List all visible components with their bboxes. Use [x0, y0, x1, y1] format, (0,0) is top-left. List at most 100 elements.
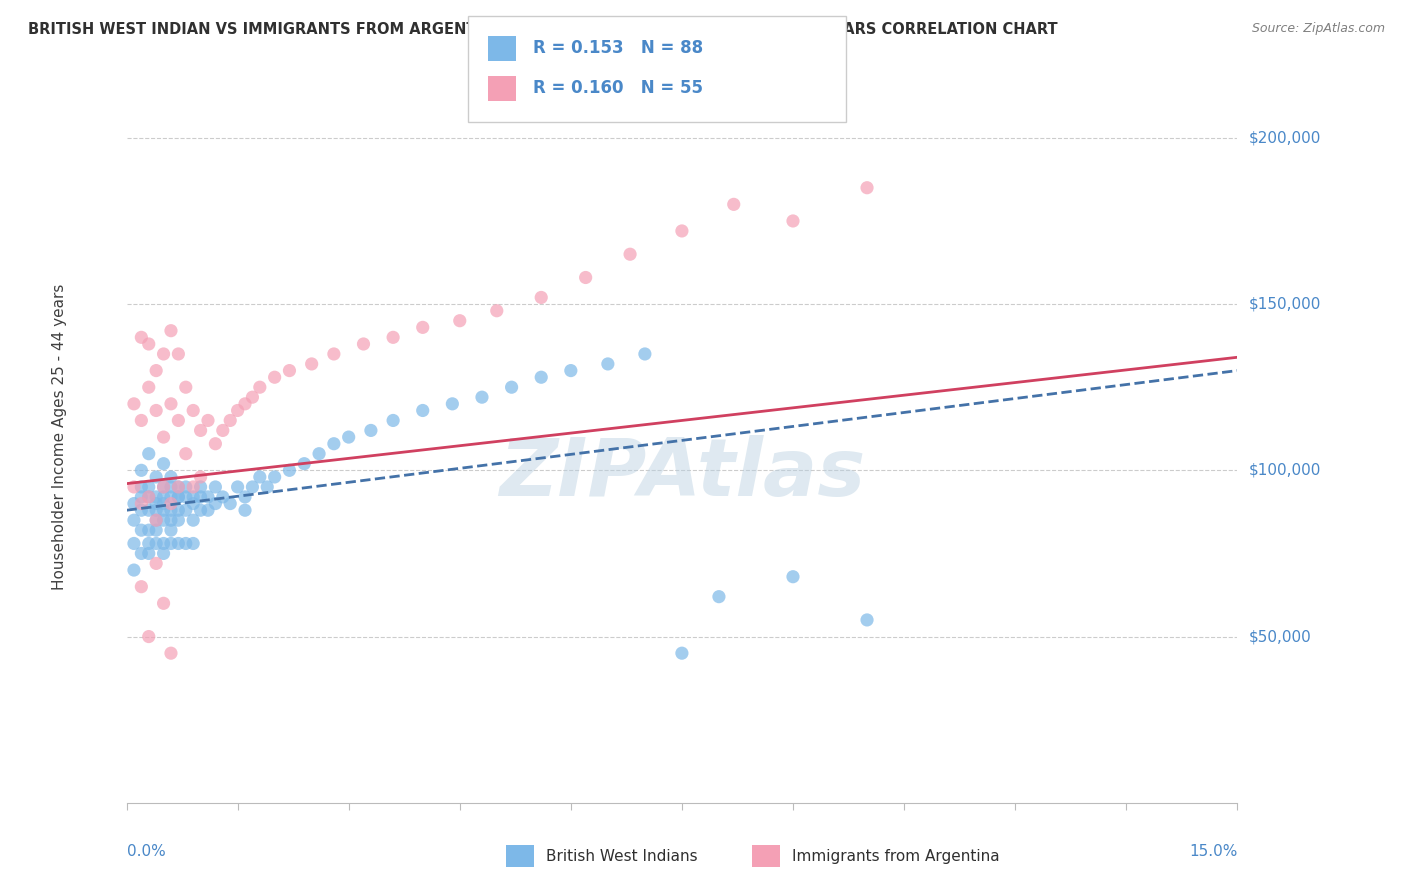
Point [145, 497, 167, 511]
Point [278, 363, 301, 377]
Point [322, 436, 344, 450]
Point [131, 497, 153, 511]
Point [530, 290, 553, 304]
Point [138, 523, 160, 537]
Point [219, 413, 242, 427]
Point [233, 503, 256, 517]
Point [122, 563, 145, 577]
Point [782, 214, 804, 228]
Point [131, 463, 153, 477]
Point [190, 480, 212, 494]
Point [233, 490, 256, 504]
Text: $150,000: $150,000 [1249, 297, 1320, 311]
Point [181, 497, 204, 511]
Text: R = 0.153   N = 88: R = 0.153 N = 88 [533, 39, 703, 57]
Point [360, 424, 382, 438]
Point [412, 320, 434, 334]
Point [382, 330, 405, 344]
Point [856, 180, 879, 194]
Point [174, 447, 197, 461]
Point [152, 347, 174, 361]
Point [249, 470, 271, 484]
Point [278, 463, 301, 477]
Point [131, 480, 153, 494]
Point [167, 490, 190, 504]
Point [152, 497, 174, 511]
Point [412, 403, 434, 417]
Point [131, 523, 153, 537]
Point [671, 224, 693, 238]
Point [131, 503, 153, 517]
Point [181, 403, 204, 417]
Point [131, 413, 153, 427]
Point [152, 513, 174, 527]
Point [138, 630, 160, 644]
Point [560, 363, 582, 377]
Point [449, 314, 471, 328]
Point [131, 580, 153, 594]
Point [131, 490, 153, 504]
Point [219, 497, 242, 511]
Point [190, 424, 212, 438]
Point [530, 370, 553, 384]
Point [138, 480, 160, 494]
Point [249, 380, 271, 394]
Point [138, 447, 160, 461]
Point [138, 490, 160, 504]
Point [160, 324, 183, 338]
Point [145, 513, 167, 527]
Point [174, 380, 197, 394]
Point [131, 546, 153, 560]
Point [723, 197, 745, 211]
Point [160, 646, 183, 660]
Point [174, 536, 197, 550]
Point [145, 536, 167, 550]
Point [471, 390, 494, 404]
Point [782, 570, 804, 584]
Point [211, 490, 233, 504]
Point [226, 480, 249, 494]
Point [152, 490, 174, 504]
Point [190, 490, 212, 504]
Point [856, 613, 879, 627]
Point [322, 347, 344, 361]
Point [152, 457, 174, 471]
Text: 15.0%: 15.0% [1189, 845, 1237, 860]
Point [501, 380, 523, 394]
Point [242, 480, 264, 494]
Point [671, 646, 693, 660]
Point [145, 470, 167, 484]
Point [301, 357, 323, 371]
Point [122, 497, 145, 511]
Text: British West Indians: British West Indians [546, 849, 697, 863]
Text: R = 0.160   N = 55: R = 0.160 N = 55 [533, 79, 703, 97]
Point [160, 470, 183, 484]
Point [152, 480, 174, 494]
Point [152, 536, 174, 550]
Point [190, 470, 212, 484]
Point [145, 513, 167, 527]
Point [138, 536, 160, 550]
Point [122, 480, 145, 494]
Text: $50,000: $50,000 [1249, 629, 1312, 644]
Point [138, 380, 160, 394]
Point [160, 397, 183, 411]
Point [152, 430, 174, 444]
Point [308, 447, 330, 461]
Point [181, 536, 204, 550]
Text: Source: ZipAtlas.com: Source: ZipAtlas.com [1251, 22, 1385, 36]
Point [575, 270, 598, 285]
Text: Immigrants from Argentina: Immigrants from Argentina [792, 849, 1000, 863]
Point [167, 503, 190, 517]
Point [138, 490, 160, 504]
Point [174, 503, 197, 517]
Point [167, 490, 190, 504]
Point [131, 330, 153, 344]
Point [337, 430, 360, 444]
Point [181, 490, 204, 504]
Point [145, 403, 167, 417]
Point [160, 480, 183, 494]
Point [204, 436, 226, 450]
Point [152, 596, 174, 610]
Point [174, 490, 197, 504]
